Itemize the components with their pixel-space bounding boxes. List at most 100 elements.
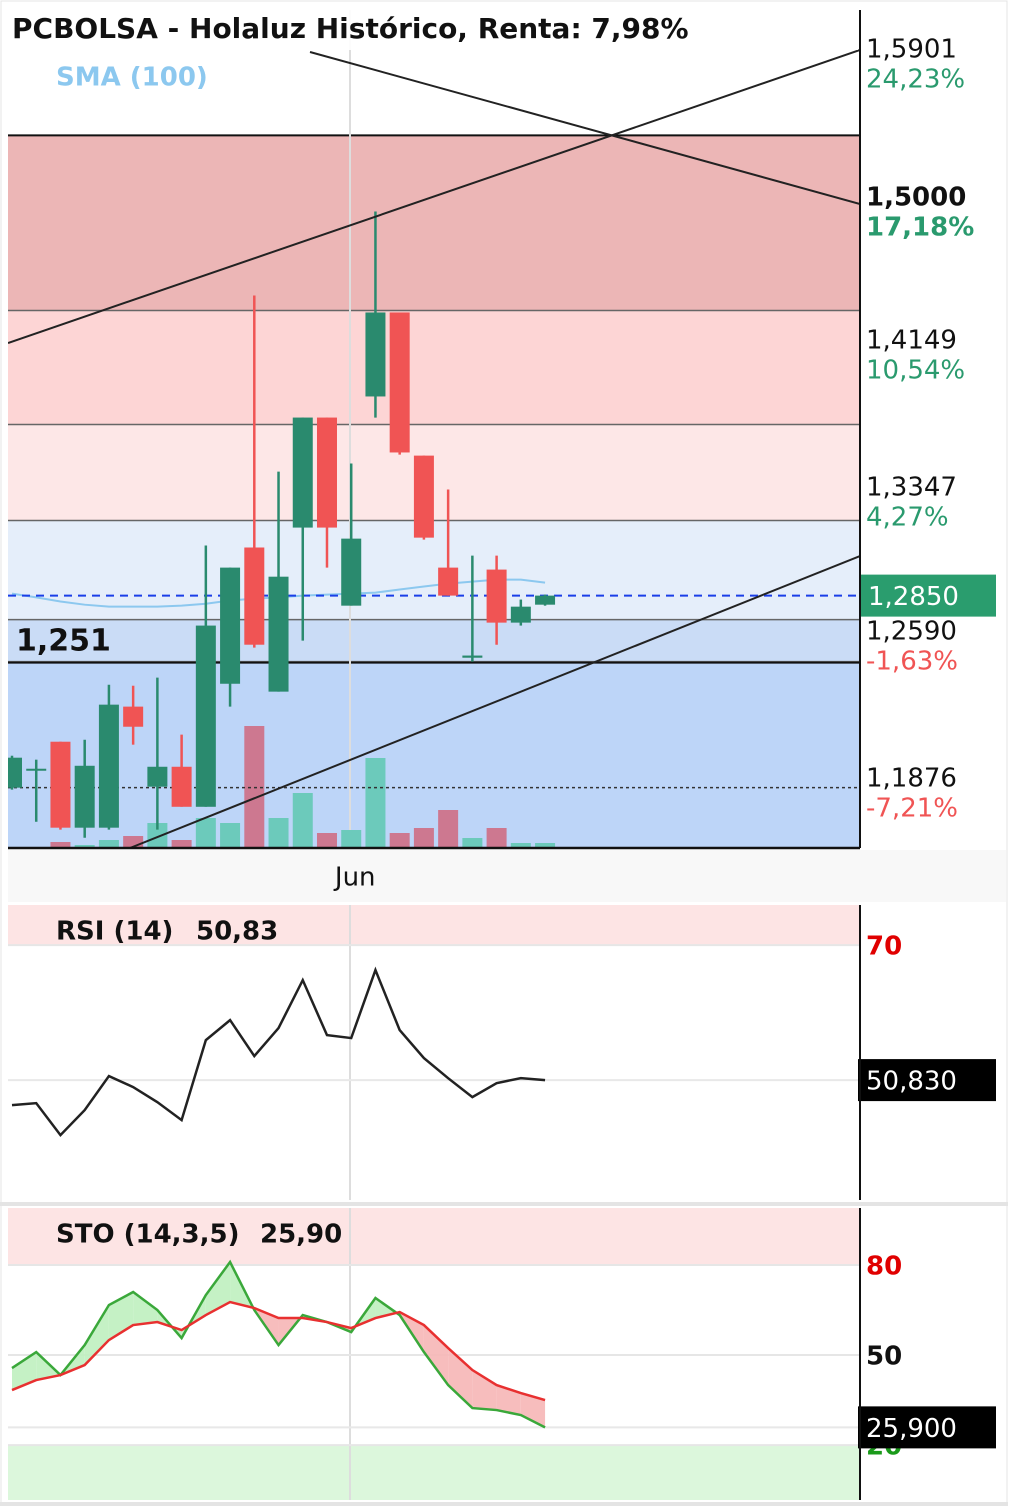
candle-body (8, 757, 22, 788)
level-pct: 24,23% (866, 65, 965, 95)
volume-bar (462, 838, 483, 848)
level-label: 1,2590 (866, 617, 957, 647)
candle-body (535, 595, 556, 605)
panel-title: RSI (14) (56, 917, 173, 947)
volume-bar (268, 818, 289, 848)
volume-bar (147, 823, 168, 848)
candle-body (341, 538, 362, 606)
volume-bar (438, 810, 459, 848)
panel-value: 50,83 (196, 917, 278, 947)
fill-between (205, 1262, 231, 1316)
candle-body (268, 576, 289, 692)
current-box (858, 1059, 996, 1102)
fill-between (472, 1370, 497, 1411)
level-label: 1,4149 (866, 326, 957, 356)
candle-body (413, 455, 434, 538)
volume-bar (171, 840, 192, 848)
trend-line (129, 555, 860, 848)
candle-body (438, 567, 459, 596)
zone (8, 619, 860, 662)
fill-between (84, 1305, 109, 1366)
x-tick-label: Jun (333, 863, 376, 893)
plot (8, 10, 860, 848)
zone (8, 520, 860, 620)
volume-bar (50, 842, 71, 848)
candle-body (220, 567, 241, 684)
volume-bar (98, 840, 119, 848)
candle-body (50, 741, 71, 828)
volume-bar (510, 843, 531, 848)
volume-bar (316, 833, 337, 848)
candle-body (389, 312, 410, 453)
fill-between (423, 1325, 449, 1386)
level-label: 1,5000 (866, 183, 966, 213)
candle-body (365, 312, 386, 397)
zone (8, 310, 860, 425)
zone (8, 424, 860, 521)
candle-body (462, 655, 483, 658)
candle-body (171, 766, 192, 807)
volume-bar (220, 823, 241, 848)
trend-line (8, 49, 860, 344)
trend-line (309, 51, 860, 205)
series-line (11, 966, 546, 1138)
fill-between (520, 1393, 546, 1428)
candle-body (98, 704, 119, 828)
current-box (861, 574, 996, 617)
price-panel: PCBOLSA - Holaluz Histórico, Renta: 7,98… (8, 10, 1006, 902)
y-tick-label: 50 (866, 1342, 902, 1372)
candle-body (244, 547, 265, 645)
volume-bar (486, 828, 507, 848)
panel-value: 25,90 (260, 1220, 342, 1250)
volume-bar (195, 818, 216, 848)
current-box (858, 1406, 996, 1449)
volume-bar (341, 830, 362, 848)
zone (8, 661, 860, 848)
level-pct: 17,18% (866, 213, 974, 243)
current-label: 1,2850 (868, 582, 959, 612)
candle-body (195, 625, 216, 807)
chart-title: PCBOLSA - Holaluz Histórico, Renta: 7,98… (12, 12, 689, 45)
zone (8, 135, 860, 311)
candle-body (486, 569, 507, 623)
level-pct: -1,63% (866, 647, 958, 677)
level-pct: -7,21% (866, 794, 958, 824)
series-line (11, 1259, 546, 1429)
level-label: 1,1876 (866, 764, 957, 794)
panel-title: STO (14,3,5) (56, 1220, 240, 1250)
legend-entry: SMA (100) (56, 63, 208, 93)
candle-body (74, 765, 95, 828)
band (8, 1445, 860, 1500)
band (8, 905, 860, 946)
candle-body (292, 417, 313, 528)
current-box-label: 50,830 (866, 1067, 957, 1097)
candle-body (147, 766, 168, 787)
y-tick-label: 80 (866, 1252, 902, 1282)
fill-between (12, 1352, 37, 1391)
candle-body (316, 417, 337, 528)
fill-between (448, 1348, 473, 1409)
volume-bar (365, 758, 386, 848)
rsi-panel: 70 RSI (14) 50,83 50,830 (0, 905, 1008, 1206)
volume-bar (389, 833, 410, 848)
level-pct: 10,54% (866, 356, 965, 386)
candle-body (123, 706, 144, 727)
level-label: 1,5901 (866, 35, 957, 65)
volume-bar (413, 828, 434, 848)
band (8, 1208, 860, 1266)
fill-between (496, 1385, 521, 1416)
x-axis-band (8, 850, 1006, 902)
series-line (11, 1300, 546, 1402)
title-bg (8, 10, 858, 50)
y-tick-label: 70 (866, 932, 902, 962)
volume-bar (74, 845, 95, 848)
candle-body (510, 606, 531, 623)
level-pct: 4,27% (866, 503, 949, 533)
level-label: 1,3347 (866, 473, 957, 503)
fill-between (133, 1292, 158, 1326)
candle-body (26, 768, 47, 771)
low-label: 1,251 (16, 624, 111, 659)
